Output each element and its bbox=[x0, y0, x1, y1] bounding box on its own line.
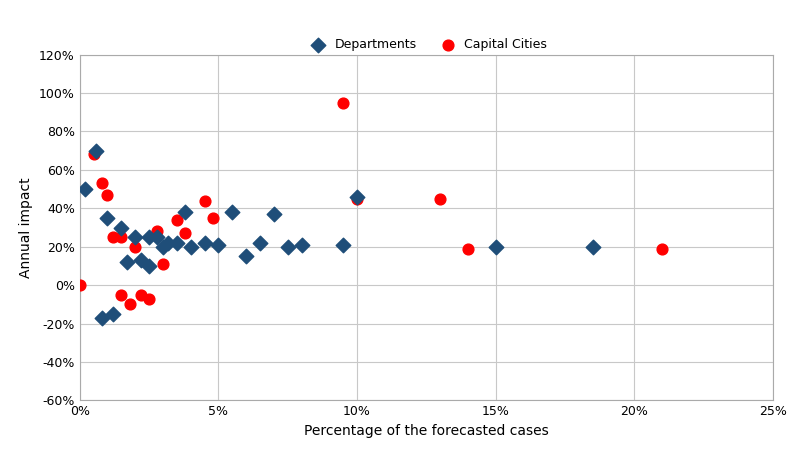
Departments bbox=[107, 310, 120, 318]
Departments bbox=[129, 233, 142, 241]
Capital Cities bbox=[115, 291, 128, 298]
Departments bbox=[120, 258, 133, 266]
Departments bbox=[295, 241, 308, 248]
Capital Cities bbox=[101, 191, 114, 198]
Departments bbox=[101, 214, 114, 222]
Capital Cities bbox=[156, 260, 169, 268]
Capital Cities bbox=[656, 245, 669, 252]
Departments bbox=[351, 193, 363, 200]
Capital Cities bbox=[351, 195, 363, 202]
X-axis label: Percentage of the forecasted cases: Percentage of the forecasted cases bbox=[304, 424, 549, 438]
Departments bbox=[253, 239, 266, 247]
Departments bbox=[156, 243, 169, 250]
Capital Cities bbox=[143, 295, 155, 302]
Capital Cities bbox=[171, 216, 183, 223]
Departments bbox=[143, 233, 155, 241]
Departments bbox=[268, 210, 281, 217]
Departments bbox=[337, 241, 350, 248]
Capital Cities bbox=[129, 243, 142, 250]
Departments bbox=[198, 239, 211, 247]
Capital Cities bbox=[151, 228, 163, 235]
Capital Cities bbox=[198, 197, 211, 204]
Departments bbox=[151, 233, 163, 241]
Capital Cities bbox=[107, 233, 120, 241]
Capital Cities bbox=[115, 233, 128, 241]
Capital Cities bbox=[434, 195, 446, 202]
Capital Cities bbox=[87, 151, 100, 158]
Departments bbox=[179, 208, 191, 216]
Departments bbox=[587, 243, 599, 250]
Departments bbox=[90, 147, 103, 154]
Legend: Departments, Capital Cities: Departments, Capital Cities bbox=[300, 33, 552, 56]
Departments bbox=[489, 243, 502, 250]
Departments bbox=[212, 241, 225, 248]
Departments bbox=[281, 243, 294, 250]
Departments bbox=[184, 243, 197, 250]
Capital Cities bbox=[135, 291, 147, 298]
Capital Cities bbox=[73, 282, 86, 289]
Departments bbox=[115, 224, 128, 231]
Departments bbox=[79, 186, 92, 193]
Departments bbox=[143, 262, 155, 269]
Y-axis label: Annual impact: Annual impact bbox=[19, 177, 33, 278]
Departments bbox=[240, 253, 253, 260]
Departments bbox=[135, 257, 147, 264]
Capital Cities bbox=[96, 180, 108, 187]
Capital Cities bbox=[337, 99, 350, 106]
Capital Cities bbox=[461, 245, 474, 252]
Departments bbox=[226, 208, 238, 216]
Departments bbox=[162, 239, 175, 247]
Departments bbox=[96, 314, 108, 321]
Capital Cities bbox=[179, 230, 191, 237]
Capital Cities bbox=[206, 214, 219, 222]
Capital Cities bbox=[124, 301, 136, 308]
Departments bbox=[171, 239, 183, 247]
